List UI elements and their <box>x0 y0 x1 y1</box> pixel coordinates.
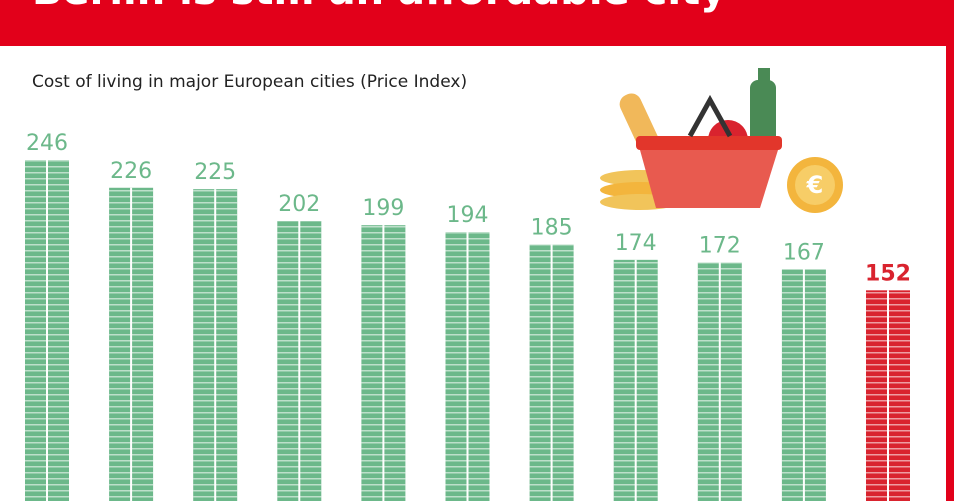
right-border <box>946 0 954 501</box>
value-label: 194 <box>447 203 489 228</box>
value-label: 202 <box>278 192 320 217</box>
value-label: 246 <box>26 131 68 156</box>
value-label: 152 <box>865 261 911 286</box>
value-label: 225 <box>194 160 236 185</box>
value-label: 199 <box>362 196 404 221</box>
chart-title: Berlin is still an affordable city <box>32 0 726 14</box>
value-label: 167 <box>783 241 825 266</box>
value-label: 174 <box>615 231 657 256</box>
basket-illustration: € <box>600 68 843 213</box>
value-label: 172 <box>699 234 741 259</box>
value-label: 226 <box>110 159 152 184</box>
chart-subtitle: Cost of living in major European cities … <box>32 72 467 92</box>
value-label: 185 <box>531 216 573 241</box>
header-band <box>0 0 954 46</box>
svg-text:€: € <box>806 171 824 199</box>
